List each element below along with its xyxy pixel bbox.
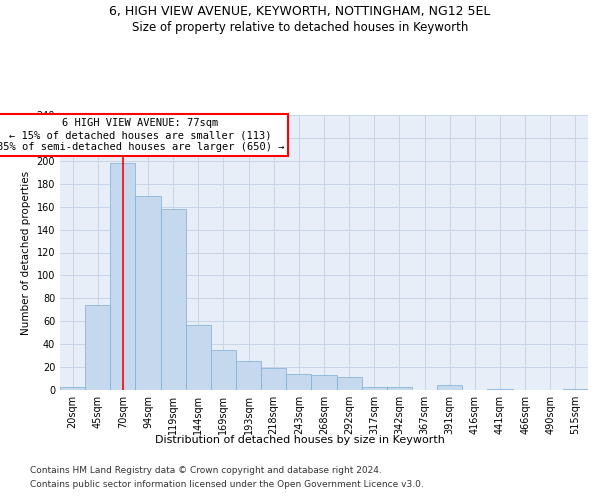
Bar (236, 362, 261, 390)
Bar (211, 350, 236, 390)
Bar (387, 386, 412, 390)
Bar (261, 368, 286, 390)
Bar (362, 386, 387, 390)
Bar (60, 386, 85, 390)
Bar (186, 324, 211, 390)
Text: Distribution of detached houses by size in Keyworth: Distribution of detached houses by size … (155, 435, 445, 445)
Bar (437, 386, 462, 390)
Bar (286, 374, 311, 390)
Text: 6, HIGH VIEW AVENUE, KEYWORTH, NOTTINGHAM, NG12 5EL: 6, HIGH VIEW AVENUE, KEYWORTH, NOTTINGHA… (109, 5, 491, 18)
Bar (85, 305, 110, 390)
Bar (110, 163, 136, 390)
Text: Contains HM Land Registry data © Crown copyright and database right 2024.: Contains HM Land Registry data © Crown c… (30, 466, 382, 475)
Bar (161, 209, 186, 390)
Y-axis label: Number of detached properties: Number of detached properties (21, 170, 31, 334)
Text: Contains public sector information licensed under the Open Government Licence v3: Contains public sector information licen… (30, 480, 424, 489)
Text: 6 HIGH VIEW AVENUE: 77sqm
← 15% of detached houses are smaller (113)
85% of semi: 6 HIGH VIEW AVENUE: 77sqm ← 15% of detac… (0, 118, 284, 152)
Bar (487, 389, 512, 390)
Text: Size of property relative to detached houses in Keyworth: Size of property relative to detached ho… (132, 21, 468, 34)
Bar (337, 378, 362, 390)
Bar (136, 196, 161, 390)
Bar (311, 375, 337, 390)
Bar (563, 389, 588, 390)
